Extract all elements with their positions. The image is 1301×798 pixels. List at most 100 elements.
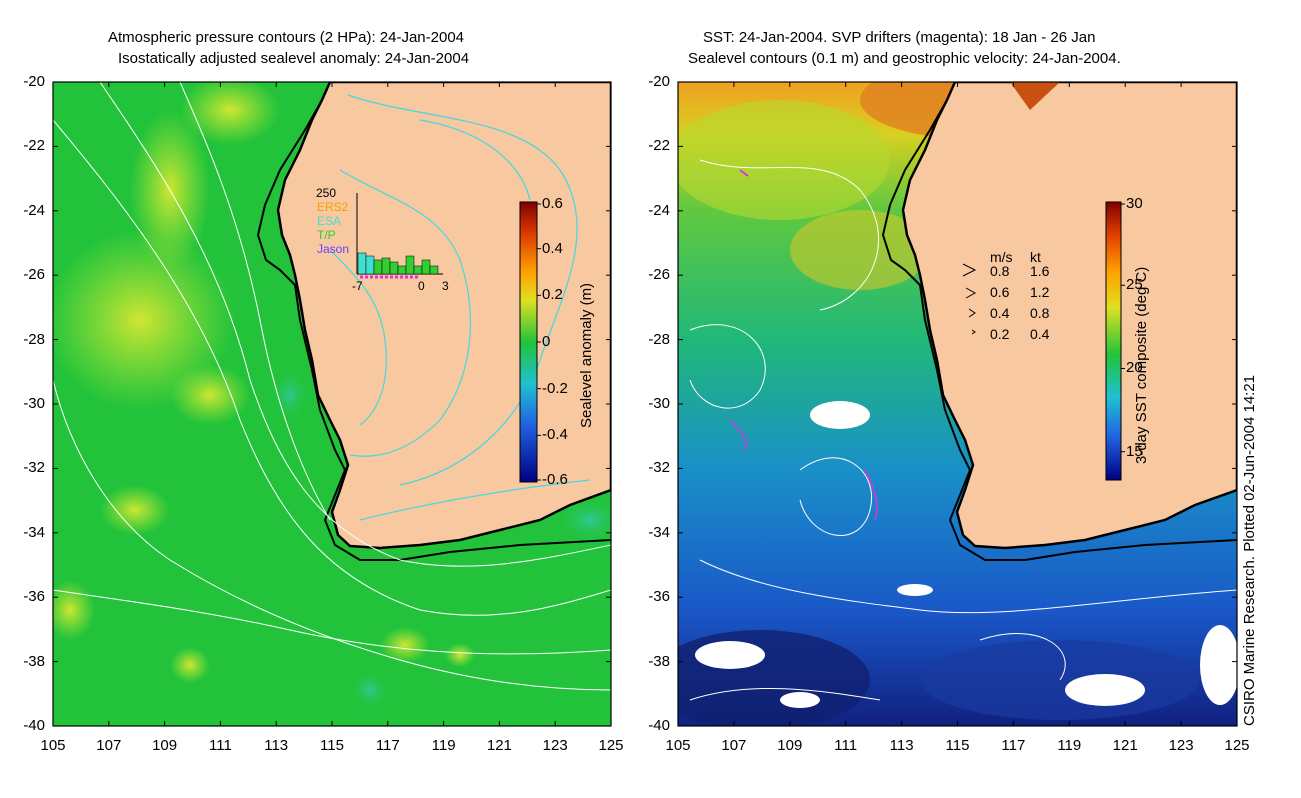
x-tick-label: 109 bbox=[152, 737, 178, 754]
cloud-gap bbox=[780, 692, 820, 708]
hist-bar bbox=[429, 265, 439, 275]
hist-bar bbox=[373, 259, 383, 275]
x-tick-label: 115 bbox=[945, 737, 970, 754]
shelf-edge bbox=[256, 99, 611, 561]
colorbar-tick-label: 15 bbox=[1126, 442, 1143, 460]
sst-warm-region bbox=[790, 210, 930, 290]
anomaly-high-region bbox=[170, 365, 250, 425]
svp-drifter-track bbox=[729, 419, 747, 451]
right-title-line1: SST: 24-Jan-2004. SVP drifters (magenta)… bbox=[703, 29, 1096, 46]
colorbar-tick-label: 30 bbox=[1126, 195, 1143, 212]
y-tick-label: -34 bbox=[23, 523, 45, 541]
hist-bar bbox=[389, 261, 399, 275]
x-tick-label: 105 bbox=[40, 737, 66, 754]
y-tick-label: -32 bbox=[648, 459, 670, 477]
cloud-gap bbox=[897, 584, 933, 596]
arrow-0-4 bbox=[968, 308, 976, 318]
y-tick-label: -20 bbox=[23, 73, 45, 90]
y-tick-label: -28 bbox=[23, 330, 45, 348]
svp-drifter-track bbox=[739, 169, 749, 177]
svp-drifter-track bbox=[864, 469, 878, 521]
y-tick-label: -22 bbox=[23, 137, 45, 155]
hist-legend-item: T/P bbox=[317, 228, 336, 242]
hist-x-label-zero: 0 bbox=[418, 279, 425, 293]
anomaly-high-region bbox=[100, 485, 170, 535]
sst-cold-region bbox=[678, 630, 870, 726]
velocity-row-kt: 0.4 bbox=[1030, 326, 1050, 342]
shelf-edge bbox=[881, 99, 1237, 561]
hist-max-label: 250 bbox=[316, 186, 337, 200]
sealevel-contour bbox=[689, 687, 881, 701]
x-tick-label: 111 bbox=[834, 737, 858, 754]
anomaly-low-region bbox=[270, 367, 310, 423]
cyan-contour bbox=[419, 119, 531, 201]
colorbar-tick-label: -0.6 bbox=[542, 471, 568, 488]
y-tick-label: -22 bbox=[648, 137, 670, 155]
velocity-legend-arrows bbox=[962, 263, 977, 335]
anomaly-low-region bbox=[555, 495, 611, 545]
anomaly-high-region bbox=[445, 643, 475, 667]
hist-bar bbox=[413, 265, 423, 275]
hist-bar bbox=[357, 252, 367, 275]
axis-tick-marks bbox=[52, 81, 1238, 727]
y-tick-label: -36 bbox=[23, 588, 45, 606]
hist-bar bbox=[397, 265, 407, 275]
colorbar-tick-label: 20 bbox=[1126, 359, 1143, 377]
hist-x-label-min: -7 bbox=[352, 279, 363, 293]
pressure-contour bbox=[53, 589, 611, 655]
cloud-gap bbox=[1065, 674, 1145, 706]
pressure-contour bbox=[53, 379, 611, 691]
velocity-row-ms: 0.6 bbox=[990, 284, 1010, 300]
x-tick-label: 125 bbox=[1224, 737, 1250, 754]
hist-bar bbox=[381, 257, 391, 275]
y-tick-label: -40 bbox=[23, 717, 45, 734]
velocity-row-kt: 0.8 bbox=[1030, 305, 1050, 321]
right-map bbox=[678, 82, 1237, 726]
credit-text: CSIRO Marine Research. Plotted 02-Jun-20… bbox=[1241, 374, 1258, 726]
left-colorbar-label: Sealevel anomaly (m) bbox=[578, 282, 595, 428]
hist-bar bbox=[365, 255, 375, 275]
colorbar-tick-label: 0.2 bbox=[542, 286, 563, 304]
velocity-header-ms: m/s bbox=[990, 249, 1013, 265]
y-tick-label: -34 bbox=[648, 523, 670, 541]
y-tick-label: -30 bbox=[23, 395, 45, 412]
x-tick-label: 117 bbox=[375, 737, 400, 754]
hist-bar bbox=[405, 255, 415, 275]
arrow-0-2 bbox=[971, 329, 976, 335]
left-colorbar bbox=[519, 201, 538, 483]
anomaly-high-region bbox=[53, 230, 235, 410]
hist-bar bbox=[421, 259, 431, 275]
colorbar-tick-label: 0.6 bbox=[542, 195, 563, 212]
colorbar-tick-label: 25 bbox=[1126, 276, 1143, 294]
velocity-row-kt: 1.2 bbox=[1030, 284, 1050, 300]
hist-legend-item: ERS2 bbox=[317, 200, 349, 214]
pressure-contour bbox=[53, 119, 611, 616]
x-tick-label: 107 bbox=[721, 737, 747, 754]
colorbar-tick-label: 0 bbox=[542, 333, 551, 350]
cloud-gap bbox=[810, 401, 870, 429]
australia-land bbox=[901, 82, 1237, 550]
y-tick-label: -38 bbox=[23, 652, 45, 670]
x-tick-label: 125 bbox=[598, 737, 624, 754]
right-colorbar bbox=[1105, 201, 1122, 481]
y-tick-label: -24 bbox=[648, 201, 670, 219]
altimeter-histogram bbox=[356, 193, 443, 279]
anomaly-high-region bbox=[170, 647, 210, 683]
y-tick-label: -24 bbox=[23, 201, 45, 219]
y-tick-label: -38 bbox=[648, 652, 670, 670]
x-tick-label: 109 bbox=[777, 737, 803, 754]
sealevel-contour bbox=[699, 559, 1237, 614]
x-tick-label: 123 bbox=[1168, 737, 1194, 754]
y-tick-label: -30 bbox=[648, 395, 670, 412]
x-tick-label: 119 bbox=[1057, 737, 1082, 754]
colorbar-tick-label: -0.4 bbox=[542, 426, 568, 444]
x-tick-label: 113 bbox=[889, 737, 914, 754]
y-tick-label: -40 bbox=[648, 717, 670, 734]
x-tick-label: 107 bbox=[96, 737, 122, 754]
x-tick-label: 123 bbox=[542, 737, 568, 754]
cyan-contour bbox=[329, 249, 387, 426]
cyan-contour bbox=[359, 479, 591, 521]
velocity-row-ms: 0.8 bbox=[990, 263, 1010, 279]
velocity-row-ms: 0.2 bbox=[990, 326, 1010, 342]
